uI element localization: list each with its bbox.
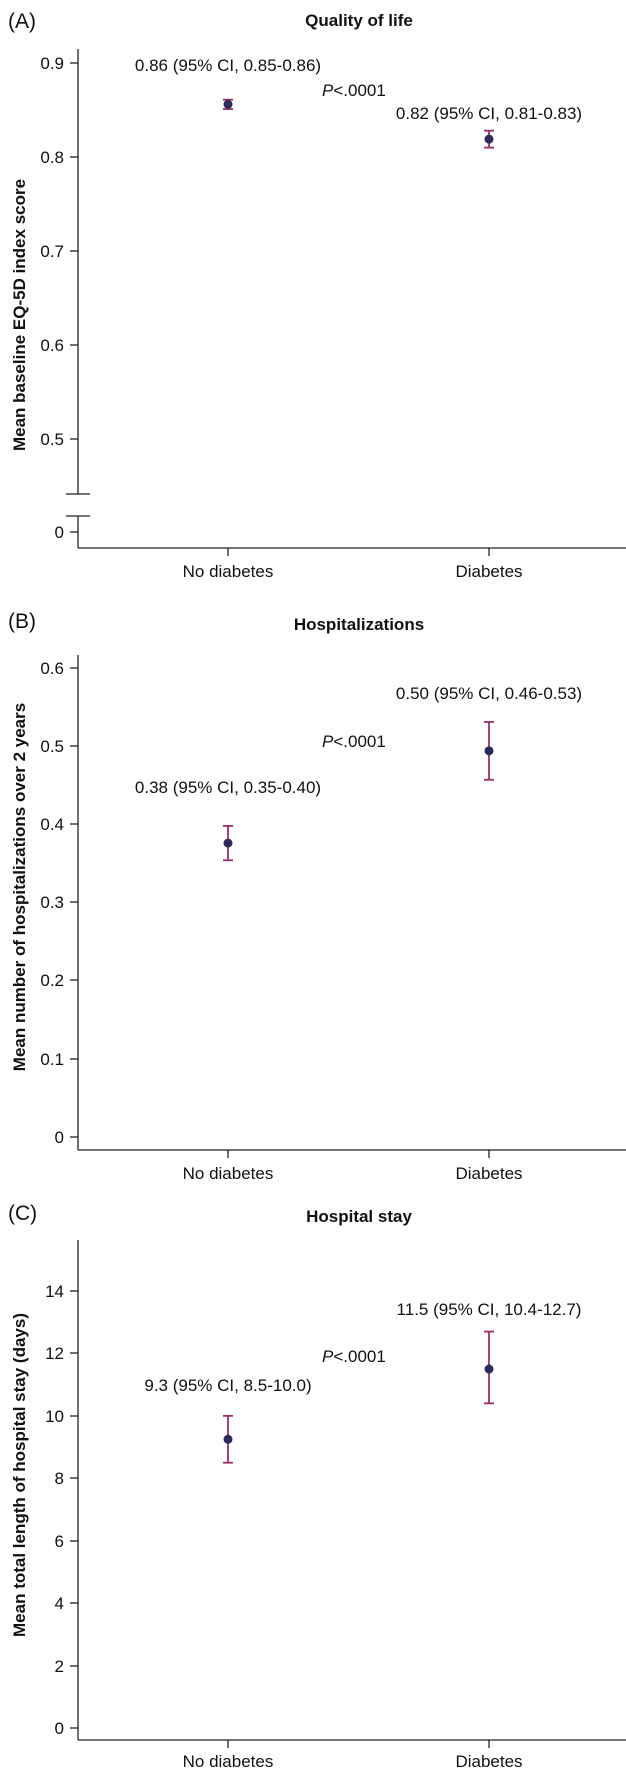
- panel-c-y-tick-label: 14: [45, 1282, 64, 1301]
- panel-b-y-tick-label: 0.2: [40, 971, 64, 990]
- panel-b-annotation-diabetes: 0.50 (95% CI, 0.46-0.53): [396, 684, 582, 703]
- panel-a-annotation-diabetes: 0.82 (95% CI, 0.81-0.83): [396, 104, 582, 123]
- panel-c-y-axis-title: Mean total length of hospital stay (days…: [10, 1313, 29, 1637]
- panel-b: (B) Hospitalizations Mean number of hosp…: [8, 610, 626, 1183]
- panel-a-p-value: P<.0001: [322, 81, 386, 100]
- panel-a-y-tick-label: 0.8: [40, 148, 64, 167]
- panel-b-y-tick-label: 0.5: [40, 737, 64, 756]
- panel-a-x-label-no-diabetes: No diabetes: [183, 562, 274, 581]
- panel-b-y-tick-label: 0.3: [40, 893, 64, 912]
- panel-a-y-tick-label: 0.7: [40, 242, 64, 261]
- panel-b-label: (B): [8, 610, 36, 633]
- panel-c: (C) Hospital stay Mean total length of h…: [8, 1202, 626, 1770]
- panel-a-y-tick-label: 0: [55, 523, 64, 542]
- panel-b-point-no-diabetes: [223, 838, 233, 848]
- panel-a-annotation-no-diabetes: 0.86 (95% CI, 0.85-0.86): [135, 56, 321, 75]
- panel-a-y-tick-label: 0.6: [40, 336, 64, 355]
- panel-a-point-diabetes: [484, 134, 494, 144]
- panel-c-point-no-diabetes: [223, 1434, 233, 1444]
- panel-c-y-tick-label: 6: [55, 1532, 64, 1551]
- panel-b-title: Hospitalizations: [294, 615, 424, 634]
- panel-c-y-tick-label: 2: [55, 1657, 64, 1676]
- panel-b-annotation-no-diabetes: 0.38 (95% CI, 0.35-0.40): [135, 778, 321, 797]
- panel-a: (A) Quality of life Mean baseline EQ-5D …: [8, 10, 626, 581]
- panel-b-x-label-no-diabetes: No diabetes: [183, 1164, 274, 1183]
- panel-b-p-value: P<.0001: [322, 732, 386, 751]
- panel-a-y-tick-label: 0.9: [40, 54, 64, 73]
- panel-a-point-no-diabetes: [223, 99, 233, 109]
- panel-b-y-tick-label: 0.1: [40, 1050, 64, 1069]
- panel-b-x-label-diabetes: Diabetes: [455, 1164, 522, 1183]
- panel-c-y-tick-label: 10: [45, 1407, 64, 1426]
- panel-c-x-label-no-diabetes: No diabetes: [183, 1752, 274, 1770]
- panel-a-x-label-diabetes: Diabetes: [455, 562, 522, 581]
- panel-c-y-tick-label: 0: [55, 1719, 64, 1738]
- panel-c-x-label-diabetes: Diabetes: [455, 1752, 522, 1770]
- panel-b-point-diabetes: [484, 746, 494, 756]
- panel-b-y-tick-label: 0: [55, 1128, 64, 1147]
- panel-a-title: Quality of life: [305, 11, 413, 30]
- panel-b-y-tick-label: 0.6: [40, 659, 64, 678]
- panel-c-point-diabetes: [484, 1364, 494, 1374]
- panel-c-annotation-diabetes: 11.5 (95% CI, 10.4-12.7): [397, 1300, 582, 1319]
- panel-c-title: Hospital stay: [306, 1207, 412, 1226]
- panel-a-label: (A): [8, 10, 36, 33]
- panel-b-y-axis-title: Mean number of hospitalizations over 2 y…: [10, 703, 29, 1071]
- panel-c-p-value: P<.0001: [322, 1347, 386, 1366]
- panel-b-y-tick-label: 0.4: [40, 815, 64, 834]
- panel-a-y-axis-title: Mean baseline EQ-5D index score: [10, 179, 29, 451]
- panel-c-y-tick-label: 4: [55, 1594, 64, 1613]
- panel-a-y-tick-label: 0.5: [40, 430, 64, 449]
- panel-c-annotation-no-diabetes: 9.3 (95% CI, 8.5-10.0): [144, 1376, 311, 1395]
- panel-c-y-tick-label: 8: [55, 1469, 64, 1488]
- panel-c-label: (C): [8, 1202, 37, 1225]
- panel-c-y-tick-label: 12: [45, 1344, 64, 1363]
